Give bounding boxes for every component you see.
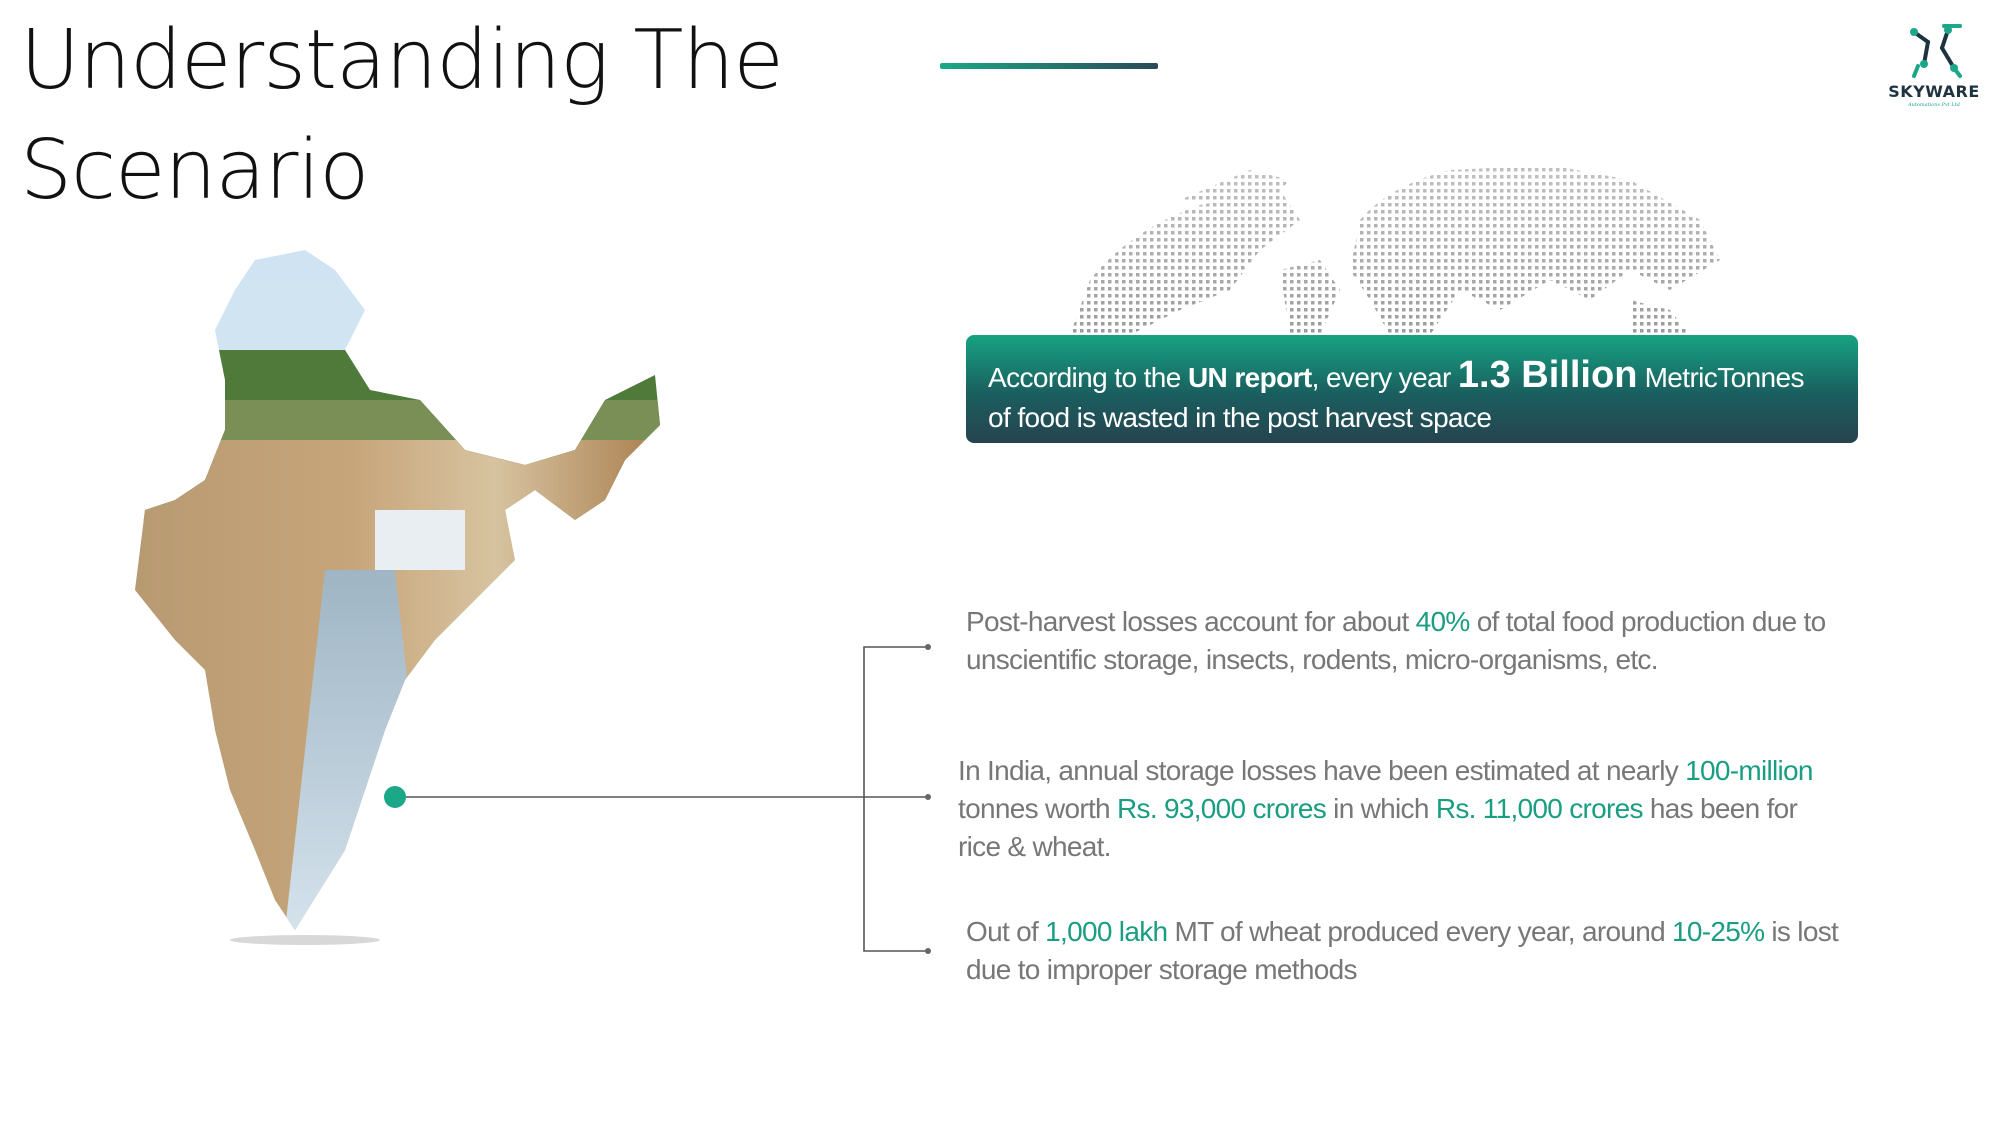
slide-title: Understanding The Scenario [20, 6, 784, 226]
fact1-text-1: Post-harvest losses account for about [966, 606, 1416, 637]
banner-text-2: , every year [1311, 362, 1458, 393]
fact3-highlight-1: 1,000 lakh [1045, 916, 1168, 947]
fact2-text-4: has been for rice & wheat. [958, 793, 1798, 862]
fact2-text-2: tonnes worth [958, 793, 1117, 824]
fact3-text-2: MT of wheat produced every year, around [1167, 916, 1673, 947]
fact-post-harvest-losses: Post-harvest losses account for about 40… [966, 603, 1866, 679]
fact-india-storage-losses: In India, annual storage losses have bee… [958, 752, 1838, 866]
fact3-text-1: Out of [966, 916, 1046, 947]
fact2-highlight-2: Rs. 93,000 crores [1117, 793, 1327, 824]
connector-dot-middle [925, 794, 931, 800]
fact2-text-3: in which [1326, 793, 1436, 824]
banner-un-report: UN report [1187, 362, 1312, 393]
callout-connector-lines [384, 644, 931, 954]
un-report-banner: According to the UN report, every year 1… [966, 335, 1858, 443]
title-line-2: Scenario [20, 123, 369, 218]
fact3-highlight-2: 10-25% [1672, 916, 1765, 947]
connector-dot-top [925, 644, 931, 650]
skyware-logo: SKYWARE Automations Pvt Ltd [1884, 18, 1984, 110]
banner-billion-figure: 1.3 Billion [1457, 354, 1638, 396]
fact2-text-1: In India, annual storage losses have bee… [958, 755, 1686, 786]
dotted-world-map-image [1070, 165, 1720, 335]
banner-text-4: of food is wasted in the post harvest sp… [988, 402, 1492, 433]
banner-text-3: MetricTonnes [1637, 362, 1805, 393]
logo-name: SKYWARE [1888, 82, 1980, 101]
fact2-highlight-3: Rs. 11,000 crores [1435, 793, 1644, 824]
fact-wheat-storage-loss: Out of 1,000 lakh MT of wheat produced e… [966, 913, 1866, 989]
india-location-marker [384, 786, 406, 808]
india-map-warehouse-image [135, 250, 660, 945]
fact2-highlight-1: 100-million [1685, 755, 1813, 786]
fact1-text-2: of total food production due to unscient… [966, 606, 1826, 675]
logo-tagline: Automations Pvt Ltd [1908, 102, 1960, 108]
fact3-text-3: is lost due to improper storage methods [966, 916, 1839, 985]
title-line-1: Understanding The [20, 13, 784, 108]
title-accent-line [940, 63, 1158, 69]
fact1-highlight-1: 40% [1415, 606, 1471, 637]
banner-text-1: According to the [988, 362, 1188, 393]
circuit-robot-arm-icon [1910, 24, 1962, 78]
connector-dot-bottom [925, 948, 931, 954]
